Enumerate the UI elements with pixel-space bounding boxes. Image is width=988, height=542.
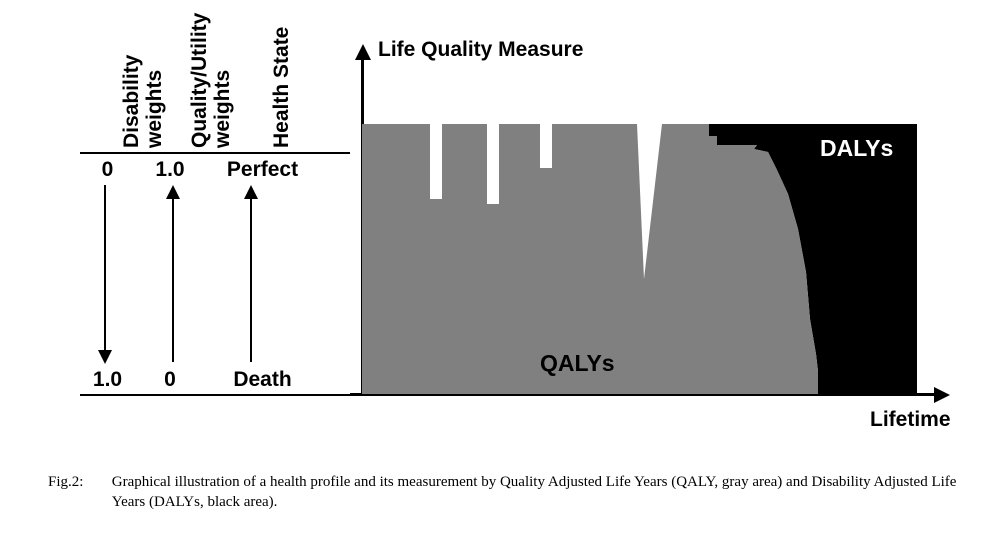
health-profile-plot — [362, 124, 917, 394]
col1-header-line2: weights — [143, 70, 167, 148]
y-axis-title: Life Quality Measure — [378, 38, 583, 62]
utility-arrow-line — [172, 197, 174, 362]
scale-legend-panel: Disability weights Quality/Utility weigh… — [80, 20, 340, 400]
caption-text: Graphical illustration of a health profi… — [112, 472, 972, 513]
figure-caption: Fig.2: Graphical illustration of a healt… — [48, 472, 972, 513]
col3-header-line1: Health State — [270, 27, 294, 148]
scale-hline-bottom — [80, 394, 350, 396]
utility-arrow-head — [166, 185, 180, 199]
disability-arrow-head — [98, 350, 112, 364]
daly-label: DALYs — [820, 135, 893, 162]
utility-bottom: 0 — [135, 368, 205, 392]
healthstate-bottom: Death — [205, 368, 320, 392]
qaly-label: QALYs — [540, 350, 615, 377]
col2-header-line1: Quality/Utility — [188, 13, 212, 148]
disability-bottom: 1.0 — [80, 368, 135, 392]
utility-top: 1.0 — [135, 158, 205, 182]
healthstate-arrow-head — [244, 185, 258, 199]
y-axis-arrowhead — [355, 44, 371, 60]
col1-header-line1: Disability — [120, 55, 144, 148]
x-axis-arrowhead — [934, 387, 950, 403]
healthstate-top: Perfect — [205, 158, 320, 182]
scale-row-bottom: 1.0 0 Death — [80, 368, 320, 392]
healthstate-arrow-line — [250, 197, 252, 362]
x-axis-title: Lifetime — [870, 408, 951, 432]
scale-row-top: 0 1.0 Perfect — [80, 158, 320, 182]
col2-header-line2: weights — [211, 70, 235, 148]
caption-label: Fig.2: — [48, 472, 108, 492]
qaly-daly-diagram: Disability weights Quality/Utility weigh… — [0, 0, 988, 542]
disability-top: 0 — [80, 158, 135, 182]
scale-hline-top — [80, 152, 350, 154]
disability-arrow-line — [104, 185, 106, 350]
